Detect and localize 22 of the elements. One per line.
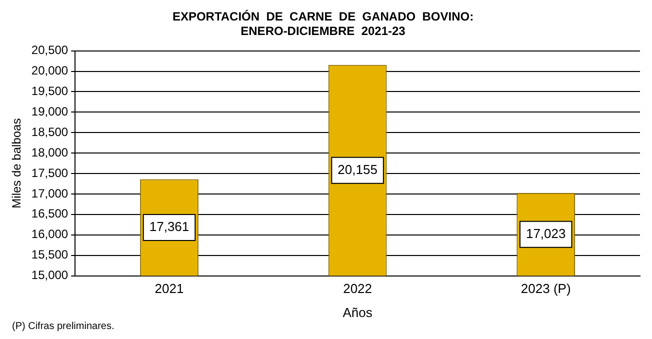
y-tick-label: 20,000 xyxy=(31,64,68,78)
y-tick-label: 15,500 xyxy=(31,248,68,262)
x-tick-label: 2022 xyxy=(343,281,372,296)
y-tick-label: 16,000 xyxy=(31,227,68,242)
text: (P) Cifras preliminares. xyxy=(12,321,114,332)
y-tick-label: 18,000 xyxy=(31,145,68,160)
data-label: 17,023 xyxy=(526,226,566,241)
x-tick-label: 2023 (P) xyxy=(520,281,571,296)
y-tick-label: 19,500 xyxy=(31,84,68,98)
y-axis-title: Miles de balboas xyxy=(10,118,24,208)
y-tick-label: 15,000 xyxy=(31,268,68,282)
y-tick-label: 19,000 xyxy=(31,104,68,118)
chart-title: EXPORTACIÓN DE CARNE DE GANADO BOVINO: ENERO-DICIEMBRE 2021-23 xyxy=(172,10,474,38)
y-tick-label: 17,000 xyxy=(31,186,68,200)
x-axis-title: Años xyxy=(342,304,373,320)
y-tick-label: 16,500 xyxy=(31,206,68,221)
data-label: 20,155 xyxy=(338,162,378,177)
data-label: 17,361 xyxy=(149,219,190,234)
x-tick-label: 2021 xyxy=(154,281,184,296)
y-tick-label: 17,500 xyxy=(31,166,68,180)
y-tick-label: 20,500 xyxy=(31,43,68,58)
y-tick-label: 18,500 xyxy=(31,124,68,139)
